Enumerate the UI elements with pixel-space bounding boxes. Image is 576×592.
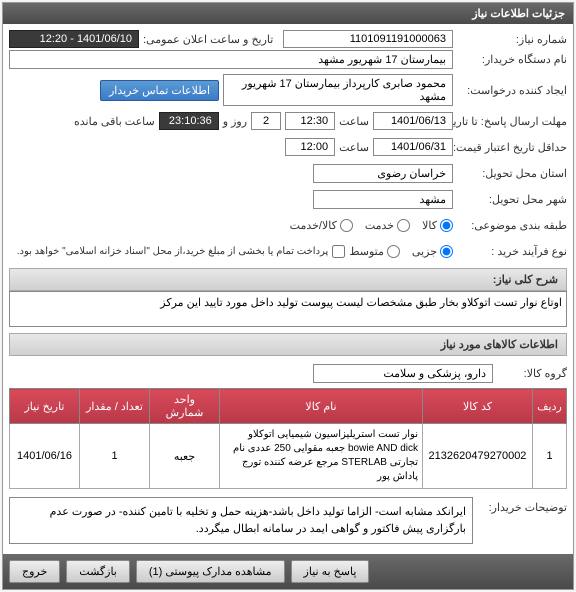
group-label: گروه کالا: — [497, 367, 567, 380]
buyer-value: بیمارستان 17 شهریور مشهد — [9, 50, 453, 69]
th-qty: تعداد / مقدار — [80, 389, 150, 424]
back-button[interactable]: پاسخ به نیاز — [291, 560, 370, 583]
proc-mid-label: متوسط — [349, 245, 384, 258]
td-qty: 1 — [80, 424, 150, 489]
deadline-time: 12:30 — [285, 112, 335, 130]
table-row: 1 2132620479270002 نوار تست استریلیزاسیو… — [10, 424, 567, 489]
radio-service[interactable] — [397, 219, 410, 232]
requester-label: ایجاد کننده درخواست: — [457, 84, 567, 97]
footer-bar: پاسخ به نیاز مشاهده مدارک پیوستی (1) باز… — [3, 554, 573, 589]
goods-section-title: اطلاعات کالاهای مورد نیاز — [9, 333, 567, 356]
cat-service-label: خدمت — [365, 219, 394, 232]
th-name: نام کالا — [220, 389, 423, 424]
remaining-label: ساعت باقی مانده — [74, 115, 155, 128]
process-radios: جزیی متوسط — [349, 245, 453, 258]
th-code: کد کالا — [423, 389, 533, 424]
td-date: 1401/06/16 — [10, 424, 80, 489]
category-radios: کالا خدمت کالا/خدمت — [290, 219, 453, 232]
announce-value: 1401/06/10 - 12:20 — [9, 30, 139, 48]
need-number-label: شماره نیاز: — [457, 33, 567, 46]
cat-both-label: کالا/خدمت — [290, 219, 337, 232]
need-number-value: 1101091191000063 — [283, 30, 453, 48]
countdown: 23:10:36 — [159, 112, 219, 130]
exit-button[interactable]: بازگشت — [66, 560, 130, 583]
panel-title: جزئیات اطلاعات نیاز — [3, 3, 573, 24]
contact-button[interactable]: اطلاعات تماس خریدار — [100, 80, 219, 101]
radio-both[interactable] — [340, 219, 353, 232]
validity-label: حداقل تاریخ اعتبار قیمت: تا تاریخ: — [457, 141, 567, 154]
cat-goods-label: کالا — [422, 219, 437, 232]
table-header-row: ردیف کد کالا نام کالا واحد شمارش تعداد /… — [10, 389, 567, 424]
goods-table: ردیف کد کالا نام کالا واحد شمارش تعداد /… — [9, 388, 567, 489]
province-label: استان محل تحویل: — [457, 167, 567, 180]
notes-value: ایرانکد مشابه است- الزاما تولید داخل باش… — [9, 497, 473, 544]
desc-title: شرح کلی نیاز: — [9, 268, 567, 291]
deadline-date: 1401/06/13 — [373, 112, 453, 130]
process-label: نوع فرآیند خرید : — [457, 245, 567, 258]
requester-value: محمود صابری کارپرداز بیمارستان 17 شهریور… — [223, 74, 453, 106]
radio-mid[interactable] — [387, 245, 400, 258]
desc-value: اوتاع نوار تست اتوکلاو بخار طبق مشخصات ل… — [9, 291, 567, 327]
th-date: تاریخ نیاز — [10, 389, 80, 424]
payment-checkbox[interactable] — [332, 245, 345, 258]
validity-time: 12:00 — [285, 138, 335, 156]
td-idx: 1 — [533, 424, 567, 489]
radio-goods[interactable] — [440, 219, 453, 232]
category-label: طبقه بندی موضوعی: — [457, 219, 567, 232]
close-button[interactable]: خروج — [9, 560, 60, 583]
th-unit: واحد شمارش — [150, 389, 220, 424]
buyer-label: نام دستگاه خریدار: — [457, 53, 567, 66]
province-value: خراسان رضوی — [313, 164, 453, 183]
td-code: 2132620479270002 — [423, 424, 533, 489]
deadline-label: مهلت ارسال پاسخ: تا تاریخ: — [457, 115, 567, 128]
city-label: شهر محل تحویل: — [457, 193, 567, 206]
attach-button[interactable]: مشاهده مدارک پیوستی (1) — [136, 560, 285, 583]
day-label: روز و — [223, 115, 247, 128]
td-name: نوار تست استریلیزاسیون شیمیایی اتوکلاو b… — [220, 424, 423, 489]
city-value: مشهد — [313, 190, 453, 209]
radio-partial[interactable] — [440, 245, 453, 258]
proc-partial-label: جزیی — [412, 245, 437, 258]
td-unit: جعبه — [150, 424, 220, 489]
notes-label: توضیحات خریدار: — [477, 497, 567, 514]
day-value: 2 — [251, 112, 281, 130]
validity-date: 1401/06/31 — [373, 138, 453, 156]
deadline-time-label: ساعت — [339, 115, 369, 128]
payment-note: پرداخت تمام یا بخشی از مبلغ خرید،از محل … — [17, 246, 329, 257]
th-idx: ردیف — [533, 389, 567, 424]
announce-label: تاریخ و ساعت اعلان عمومی: — [143, 33, 273, 46]
group-value: دارو، پزشکی و سلامت — [313, 364, 493, 383]
validity-time-label: ساعت — [339, 141, 369, 154]
